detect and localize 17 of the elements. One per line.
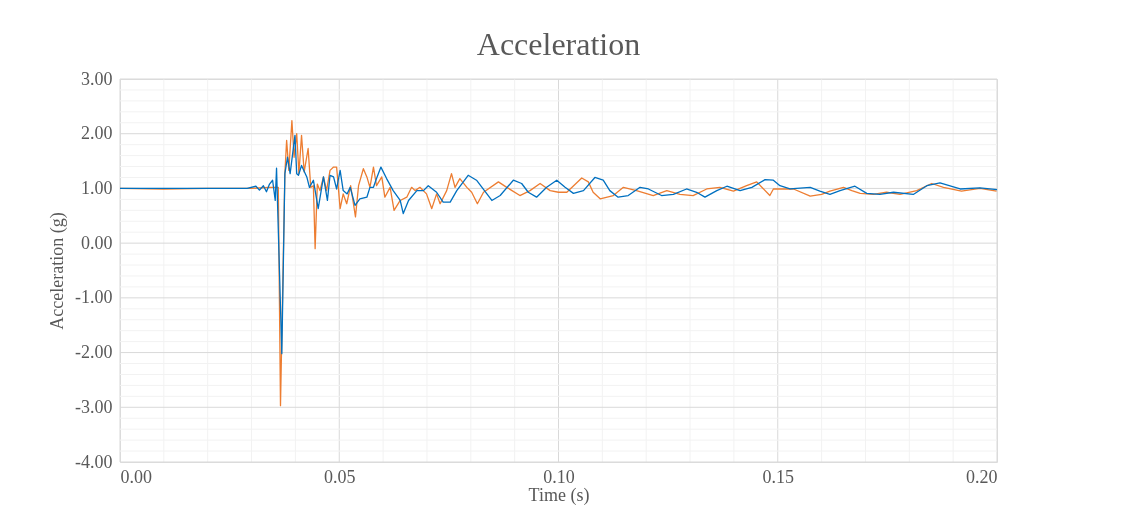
y-tick-label: -1.00 <box>75 287 113 308</box>
y-tick-label: -2.00 <box>75 342 113 363</box>
y-tick-label: -3.00 <box>75 396 113 417</box>
y-tick-label: -4.00 <box>75 451 113 472</box>
x-axis-title: Time (s) <box>528 484 590 506</box>
x-tick-label: 0.05 <box>324 466 356 487</box>
chart-title: Acceleration <box>476 26 641 62</box>
y-tick-label: 3.00 <box>81 68 113 89</box>
x-tick-label: 0.10 <box>543 466 575 487</box>
y-tick-label: 2.00 <box>81 123 113 144</box>
y-axis-title: Acceleration (g) <box>47 212 69 330</box>
x-tick-label: 0.00 <box>120 466 152 487</box>
y-tick-label: 0.00 <box>81 232 113 253</box>
x-tick-label: 0.20 <box>966 466 998 487</box>
y-tick-label: 1.00 <box>81 177 113 198</box>
x-tick-label: 0.15 <box>762 466 794 487</box>
line-series <box>119 134 998 355</box>
